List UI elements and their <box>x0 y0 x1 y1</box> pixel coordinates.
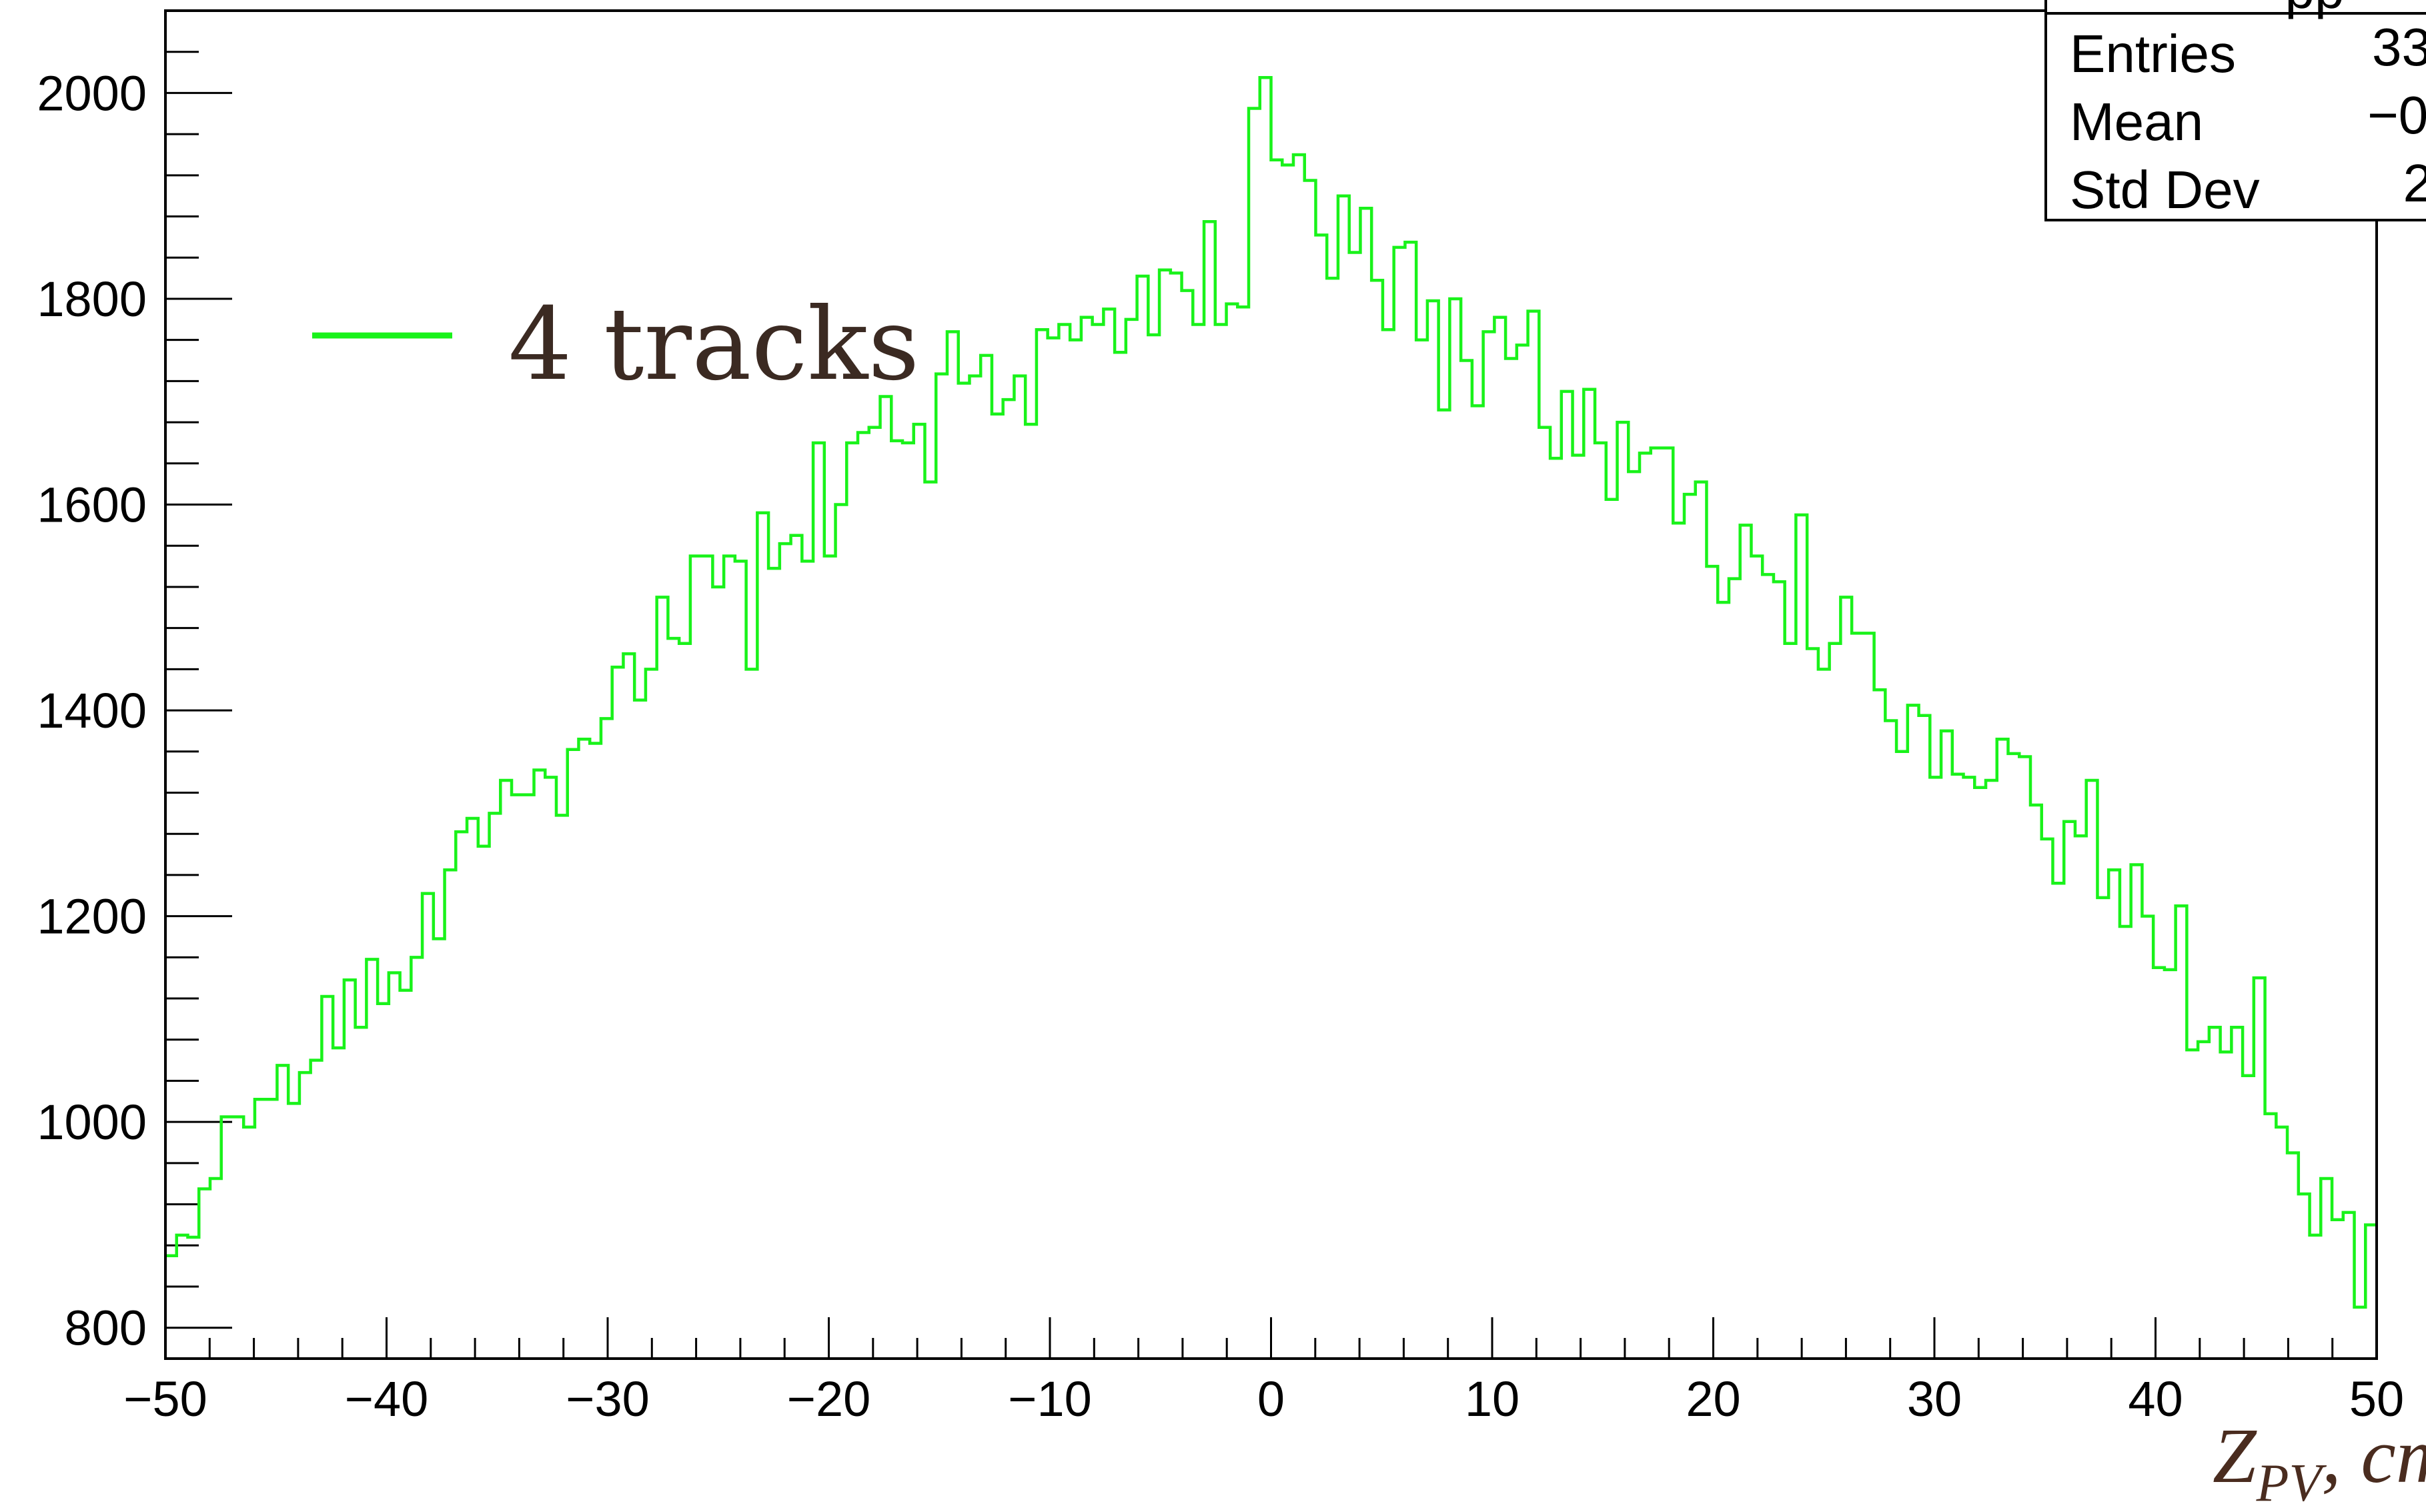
y-tick-label: 1800 <box>37 271 147 327</box>
stats-label: Mean <box>2070 92 2203 151</box>
x-axis-label-main: Z <box>2213 1412 2257 1499</box>
stats-value: −0.0 <box>2367 85 2426 145</box>
x-tick-label: −40 <box>345 1371 429 1427</box>
stats-box-frame <box>2044 0 2426 221</box>
x-tick-label: −10 <box>1008 1371 1092 1427</box>
x-tick-label: 0 <box>1257 1371 1285 1427</box>
histogram-line-4-tracks <box>165 76 2377 1309</box>
x-axis-label-unit: , cm <box>2321 1412 2426 1499</box>
stats-box: pp Entries 33 Mean −0.0 Std Dev 2 <box>2044 0 2426 221</box>
y-tick-label: 2000 <box>37 65 147 121</box>
x-tick-label: −30 <box>566 1371 650 1427</box>
stats-box-title: pp <box>2285 0 2345 19</box>
y-tick-label: 1000 <box>37 1094 147 1150</box>
stats-label: Entries <box>2070 24 2236 83</box>
y-tick-label: 1400 <box>37 683 147 738</box>
x-axis-label: ZPV, cm <box>2213 1412 2426 1512</box>
stats-value: 2 <box>2403 153 2426 213</box>
axes: 800 1000 1200 1400 1600 1800 2000 −50 −40 −30 −20 −… <box>37 9 2404 1427</box>
plot-frame <box>164 9 2378 1360</box>
y-tick-label: 1600 <box>37 478 147 533</box>
x-axis-label-subscript: PV <box>2256 1454 2327 1512</box>
x-tick-label: 10 <box>1465 1371 1520 1427</box>
stats-value: 33 <box>2372 17 2426 77</box>
y-tick-label: 1200 <box>37 889 147 944</box>
legend: 4 tracks <box>312 287 919 403</box>
x-tick-label: 40 <box>2128 1371 2183 1427</box>
x-tick-label: 20 <box>1686 1371 1740 1427</box>
x-tick-label: 30 <box>1907 1371 1962 1427</box>
histogram-series <box>165 76 2377 1309</box>
stats-label: Std Dev <box>2070 160 2260 219</box>
x-tick-label: −20 <box>787 1371 871 1427</box>
y-tick-label: 800 <box>65 1301 147 1356</box>
x-tick-label: −50 <box>123 1371 207 1427</box>
legend-label-4-tracks: 4 tracks <box>508 287 919 403</box>
x-tick-label: 50 <box>2349 1371 2404 1427</box>
